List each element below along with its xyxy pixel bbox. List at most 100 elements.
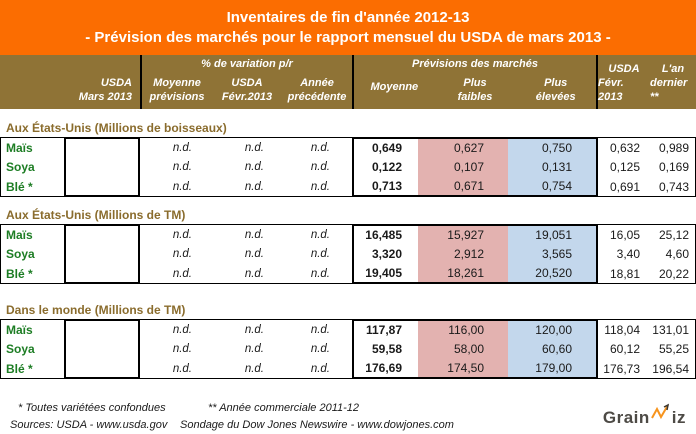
previsions-faibles-cell: 18,261	[418, 264, 508, 284]
variation-usda-fevr-cell: n.d.	[244, 248, 264, 260]
table-row: Blé * n.d. n.d. n.d. 0,713 0,671 0,754 0…	[0, 177, 696, 197]
an-dernier-cell: 131,01	[650, 319, 696, 339]
previsions-moyenne-cell: 19,405	[352, 264, 418, 284]
previsions-elevees-cell: 3,565	[508, 244, 598, 264]
variation-usda-fevr-cell: n.d.	[214, 137, 286, 157]
usda-fevr-cell: 3,40	[616, 247, 640, 261]
previsions-faibles-cell: 58,00	[418, 339, 508, 359]
previsions-moyenne-cell: 16,485	[352, 224, 418, 244]
col-header-moyenne-previsions: Moyenne prévisions	[149, 77, 205, 103]
usda-mars-empty-cell	[64, 359, 140, 379]
previsions-faibles-cell: 116,00	[418, 319, 508, 339]
commodity-label: Soya	[0, 339, 64, 359]
variation-usda-fevr-cell: n.d.	[244, 343, 264, 355]
footnote-commercial-year: ** Année commerciale 2011-12	[208, 402, 360, 414]
table-row: Soya n.d. n.d. n.d. 0,122 0,107 0,131 0,…	[0, 157, 696, 177]
previsions-moyenne-cell: 0,713	[352, 177, 418, 197]
commodity-label: Blé *	[0, 264, 64, 284]
previsions-moyenne-cell: 0,649	[352, 137, 418, 157]
usda-fevr-cell: 0,125	[609, 160, 640, 174]
previsions-faibles-cell: 0,627	[418, 137, 508, 157]
report-subtitle: - Prévision des marchés pour le rapport …	[85, 29, 611, 46]
sources-line: Sources: USDA - www.usda.gov Sondage du …	[0, 417, 696, 434]
variation-moyenne-cell: n.d.	[172, 343, 192, 355]
previsions-elevees-cell: 0,754	[508, 177, 598, 197]
commodity-label: Maïs	[0, 319, 64, 339]
variation-annee-cell: n.d.	[286, 224, 352, 244]
table-section: Aux États-Unis (Millions de boisseaux) M…	[0, 119, 696, 197]
table-row: Blé * n.d. n.d. n.d. 176,69 174,50 179,0…	[0, 359, 696, 379]
an-dernier-cell: 25,12	[650, 224, 696, 244]
col-header-usda-mars: USDA Mars 2013	[78, 77, 132, 103]
usda-mars-empty-cell	[64, 224, 140, 244]
an-dernier-cell: 20,22	[650, 264, 696, 284]
previsions-elevees-cell: 0,131	[508, 157, 598, 177]
col-header-usda-fevr: USDA Févr. 2013	[598, 63, 640, 103]
an-dernier-cell: 0,989	[650, 137, 696, 157]
source-usda: Sources: USDA - www.usda.gov	[10, 419, 168, 431]
previsions-elevees-cell: 20,520	[508, 264, 598, 284]
col-header-annee-precedente: Année précédente	[287, 77, 347, 103]
table-row: Maïs n.d. n.d. n.d. 117,87 116,00 120,00…	[0, 319, 696, 339]
previsions-elevees-cell: 0,750	[508, 137, 598, 157]
table-row: Blé * n.d. n.d. n.d. 19,405 18,261 20,52…	[0, 264, 696, 284]
table-row: Soya n.d. n.d. n.d. 3,320 2,912 3,565 3,…	[0, 244, 696, 264]
stock-zigzag-icon	[650, 403, 671, 424]
table-header: USDA Mars 2013 % de variation p/r Moyenn…	[0, 55, 696, 109]
usda-fevr-cell: 16,05	[598, 224, 650, 244]
usda-mars-empty-cell	[64, 177, 140, 197]
previsions-faibles-cell: 15,927	[418, 224, 508, 244]
variation-annee-cell: n.d.	[286, 319, 352, 339]
previsions-faibles-cell: 174,50	[418, 359, 508, 379]
variation-moyenne-cell: n.d.	[140, 137, 214, 157]
previsions-moyenne-cell: 117,87	[352, 319, 418, 339]
variation-annee-cell: n.d.	[286, 137, 352, 157]
previsions-faibles-cell: 0,107	[418, 157, 508, 177]
report-banner: Inventaires de fin d'année 2012-13 - Pré…	[0, 0, 696, 55]
usda-mars-empty-cell	[64, 339, 140, 359]
commodity-label: Maïs	[0, 224, 64, 244]
previsions-elevees-cell: 120,00	[508, 319, 598, 339]
variation-moyenne-cell: n.d.	[172, 248, 192, 260]
an-dernier-cell: 0,743	[650, 177, 696, 197]
col-group-previsions: Prévisions des marchés Moyenne Plus faib…	[352, 55, 598, 109]
table-body: Aux États-Unis (Millions de boisseaux) M…	[0, 119, 696, 379]
usda-fevr-cell: 0,691	[598, 177, 650, 197]
section-title: Aux États-Unis (Millions de TM)	[6, 208, 186, 222]
source-dowjones: Sondage du Dow Jones Newswire - www.dowj…	[180, 419, 454, 431]
variation-annee-cell: n.d.	[286, 264, 352, 284]
previsions-elevees-cell: 19,051	[508, 224, 598, 244]
footnotes-line: * Toutes variétées confondues ** Année c…	[0, 400, 696, 417]
grainwiz-logo: Grain iz	[603, 403, 686, 426]
commodity-label: Blé *	[0, 359, 64, 379]
col-header-moyenne: Moyenne	[370, 80, 419, 93]
usda-mars-empty-cell	[64, 264, 140, 284]
previsions-moyenne-cell: 59,58	[352, 339, 418, 359]
usda-mars-empty-cell	[64, 157, 140, 177]
variation-annee-cell: n.d.	[310, 343, 330, 355]
col-header-plus-elevees: Plus élevées	[535, 77, 576, 103]
variation-annee-cell: n.d.	[286, 177, 352, 197]
footnote-varieties: * Toutes variétées confondues	[18, 402, 166, 414]
variation-usda-fevr-cell: n.d.	[214, 264, 286, 284]
previsions-elevees-cell: 60,60	[508, 339, 598, 359]
usda-fevr-cell: 118,04	[598, 319, 650, 339]
an-dernier-cell: 196,54	[650, 359, 696, 379]
table-row: Maïs n.d. n.d. n.d. 0,649 0,627 0,750 0,…	[0, 137, 696, 157]
commodity-label: Maïs	[0, 137, 64, 157]
variation-moyenne-cell: n.d.	[140, 359, 214, 379]
variation-annee-cell: n.d.	[310, 248, 330, 260]
report-title: Inventaires de fin d'année 2012-13	[226, 9, 470, 26]
variation-usda-fevr-cell: n.d.	[244, 161, 264, 173]
usda-mars-empty-cell	[64, 319, 140, 339]
table-section: Dans le monde (Millions de TM) Maïs n.d.…	[0, 301, 696, 379]
table-row: Maïs n.d. n.d. n.d. 16,485 15,927 19,051…	[0, 224, 696, 244]
table-row: Soya n.d. n.d. n.d. 59,58 58,00 60,60 60…	[0, 339, 696, 359]
variation-usda-fevr-cell: n.d.	[214, 177, 286, 197]
usda-mars-empty-cell	[64, 244, 140, 264]
an-dernier-cell: 0,169	[650, 157, 696, 177]
variation-moyenne-cell: n.d.	[140, 224, 214, 244]
footer: * Toutes variétées confondues ** Année c…	[0, 400, 696, 434]
group-title-variation: % de variation p/r	[201, 57, 293, 70]
previsions-elevees-cell: 179,00	[508, 359, 598, 379]
